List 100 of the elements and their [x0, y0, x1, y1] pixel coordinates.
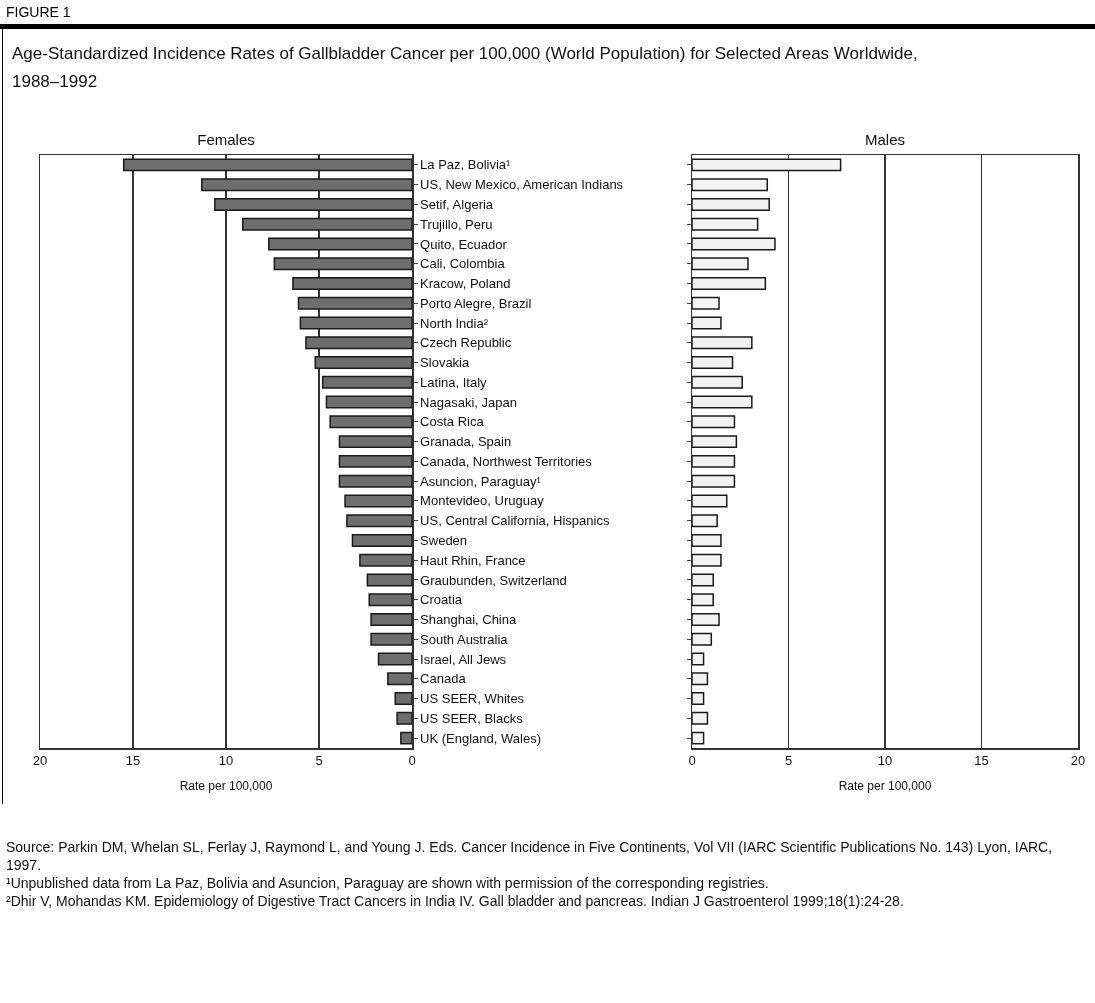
- y-tick-label: Porto Alegre, Brazil: [420, 295, 532, 311]
- y-tick-label: La Paz, Bolivia¹: [420, 157, 512, 173]
- x-tick-label: 20: [1070, 753, 1086, 769]
- text: ²Dhir V, Mohandas KM. Epidemiology of Digestive Tract Cancers in India IV. Gall bladder and pancreas. Indian J Gastroenterol 1999;18(1):24-28.: [6, 892, 905, 910]
- y-tick-label: Trujillo, Peru: [420, 216, 493, 232]
- y-tick-label: Granada, Spain: [420, 434, 512, 450]
- bar: [201, 178, 412, 192]
- y-tick-label: Israel, All Jews: [420, 651, 507, 667]
- bar: [387, 672, 412, 686]
- bar: [122, 158, 412, 172]
- bar: [377, 652, 412, 666]
- bar: [325, 395, 412, 409]
- bar: [346, 514, 412, 528]
- y-tick-label: Slovakia: [420, 355, 471, 371]
- bar: [292, 277, 412, 290]
- x-axis-title: Rate per 100,000: [838, 778, 932, 793]
- y-tick-label: Quito, Ecuador: [420, 236, 508, 252]
- x-tick-label: 15: [974, 753, 989, 769]
- bar: [351, 533, 412, 547]
- bar: [692, 672, 709, 686]
- x-tick-label: 0: [688, 753, 696, 769]
- bar: [692, 613, 720, 626]
- bar: [692, 731, 705, 745]
- bar: [370, 613, 412, 626]
- bar: [692, 573, 714, 587]
- y-tick-label: Montevideo, Uruguay: [420, 493, 545, 509]
- bar: [394, 692, 412, 706]
- y-tick-label: North India²: [420, 315, 489, 331]
- bar: [692, 553, 722, 567]
- x-tick-label: 10: [877, 753, 893, 769]
- y-tick-label: South Australia: [420, 631, 509, 647]
- bar: [273, 257, 412, 271]
- bar: [692, 593, 714, 607]
- chart-title: Males: [864, 130, 906, 148]
- bar: [400, 731, 412, 745]
- bar: [692, 533, 722, 547]
- bar: [692, 415, 736, 429]
- bar: [692, 316, 722, 330]
- bar: [692, 257, 749, 271]
- y-tick-label: Haut Rhin, France: [420, 552, 526, 568]
- bar: [268, 237, 412, 251]
- bar: [370, 632, 412, 646]
- bar: [321, 375, 412, 389]
- y-tick-label: Costa Rica: [420, 414, 485, 430]
- bar: [692, 237, 776, 251]
- bar: [692, 296, 720, 310]
- bar: [338, 435, 412, 449]
- x-tick-label: 5: [784, 753, 793, 769]
- bar: [692, 435, 738, 449]
- y-tick-label: Sweden: [420, 533, 468, 548]
- bar: [692, 277, 767, 290]
- bar: [368, 593, 412, 607]
- y-tick-label: Asuncion, Paraguay¹: [420, 473, 542, 489]
- bar: [314, 356, 412, 370]
- y-tick-label: Canada: [420, 671, 467, 687]
- bar: [692, 158, 842, 172]
- y-tick-label: US, Central California, Hispanics: [420, 513, 610, 529]
- bar: [692, 178, 769, 192]
- caption: FIGURE 1: [6, 4, 71, 20]
- bar: [338, 454, 412, 468]
- y-tick-label: Kracow, Poland: [420, 276, 511, 292]
- chart-subtitle: Females: [197, 130, 255, 148]
- bar: [692, 395, 753, 409]
- y-tick-label: Nagasaki, Japan: [420, 394, 517, 410]
- y-tick-label: Setif, Algeria: [420, 196, 494, 212]
- bar: [692, 197, 770, 211]
- text: ¹Unpublished data from La Paz, Bolivia and Asuncion, Paraguay are shown with permission of the corresponding registries.: [6, 874, 770, 892]
- bar: [692, 711, 709, 725]
- text: Age-Standardized Incidence Rates of Gallbladder Cancer per 100,000 (World Population) for Selected Areas Worldwide, 1988–1992: [12, 43, 919, 93]
- bar: [692, 474, 736, 488]
- x-tick-label: 5: [315, 753, 323, 769]
- x-tick-label: 0: [408, 753, 416, 769]
- bar: [692, 494, 728, 508]
- x-tick-label: 10: [218, 753, 234, 769]
- source-note: Source: Parkin DM, Whelan SL, Ferlay J, Raymond L, and Young J. Eds. Cancer Incidence in Five Continents, Vol VII (IARC Scientific Publications No. 143) Lyon, IARC, 1997.: [6, 838, 1054, 874]
- bar: [297, 296, 412, 310]
- bar: [359, 553, 412, 567]
- y-tick-label: Cali, Colombia: [420, 256, 506, 272]
- bar: [692, 356, 734, 370]
- y-tick-label: Shanghai, China: [420, 612, 517, 628]
- y-tick-label: Canada, Northwest Territories: [420, 453, 593, 469]
- bar: [692, 217, 759, 231]
- x-axis-title: Rate per 100,000: [179, 778, 273, 793]
- y-tick-label: US SEER, Blacks: [420, 710, 524, 726]
- x-tick-label: 20: [32, 753, 48, 769]
- bar: [344, 494, 412, 508]
- bar: [692, 692, 705, 706]
- bar: [692, 375, 743, 389]
- bar: [305, 336, 412, 350]
- y-tick-label: Czech Republic: [420, 335, 512, 351]
- y-tick-label: UK (England, Wales): [420, 730, 542, 746]
- bar: [338, 474, 412, 488]
- bar: [692, 336, 753, 350]
- bar: [241, 217, 412, 231]
- bar: [329, 415, 412, 429]
- bar: [366, 573, 412, 587]
- bar: [396, 711, 412, 725]
- y-tick-label: Croatia: [420, 592, 463, 608]
- bar: [214, 197, 412, 211]
- bar: [692, 632, 713, 646]
